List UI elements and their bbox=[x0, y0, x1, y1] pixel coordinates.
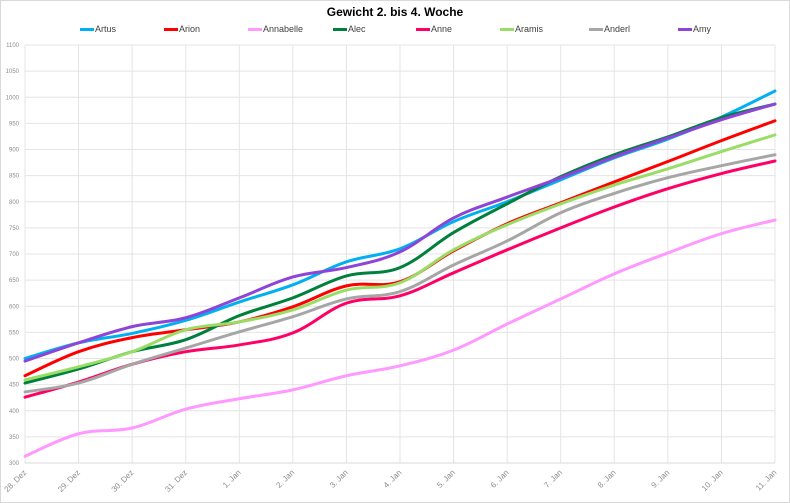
legend-item-anne: Anne bbox=[416, 24, 452, 34]
legend-item-alec: Alec bbox=[333, 24, 366, 34]
series-lines bbox=[23, 89, 777, 458]
x-tick-label: 30. Dez bbox=[110, 468, 136, 494]
legend-label: Annabelle bbox=[263, 24, 304, 34]
legend-item-artus: Artus bbox=[80, 24, 116, 34]
y-tick-label: 900 bbox=[9, 148, 20, 154]
x-tick-label: 28. Dez bbox=[3, 468, 29, 494]
series-line-anderl bbox=[23, 153, 777, 394]
legend-swatch-icon bbox=[589, 27, 603, 31]
series-line-annabelle bbox=[23, 218, 777, 458]
legend-label: Amy bbox=[693, 24, 711, 34]
legend-item-annabelle: Annabelle bbox=[248, 24, 303, 34]
y-tick-label: 1050 bbox=[6, 69, 20, 75]
x-tick-label: 11. Jan bbox=[754, 468, 779, 493]
legend-swatch-icon bbox=[416, 27, 430, 31]
legend-item-amy: Amy bbox=[678, 24, 711, 34]
series-line-aramis bbox=[23, 133, 777, 382]
series-line-amy bbox=[23, 102, 777, 363]
x-tick-label: 4. Jan bbox=[382, 468, 404, 490]
legend-item-aramis: Aramis bbox=[500, 24, 543, 34]
y-tick-label: 500 bbox=[9, 357, 20, 363]
chart-title: Gewicht 2. bis 4. Woche bbox=[326, 5, 464, 19]
x-tick-label: 29. Dez bbox=[56, 468, 82, 494]
legend-label: Artus bbox=[95, 24, 117, 34]
x-tick-label: 9. Jan bbox=[649, 468, 671, 490]
y-tick-label: 300 bbox=[9, 461, 20, 467]
y-tick-label: 450 bbox=[9, 383, 20, 389]
x-tick-label: 10. Jan bbox=[700, 468, 725, 493]
legend-item-arion: Arion bbox=[164, 24, 200, 34]
gridlines bbox=[24, 44, 776, 464]
y-tick-label: 950 bbox=[9, 121, 20, 127]
legend-swatch-icon bbox=[164, 27, 178, 31]
x-axis: 28. Dez 29. Dez 30. Dez 31. Dez 1. Jan 2. Jan… bbox=[3, 468, 779, 494]
x-tick-label: 1. Jan bbox=[221, 468, 243, 490]
y-tick-label: 850 bbox=[9, 174, 20, 180]
legend-swatch-icon bbox=[80, 27, 94, 31]
x-tick-label: 31. Dez bbox=[163, 468, 189, 494]
legend-label: Anderl bbox=[604, 24, 631, 34]
legend-label: Alec bbox=[348, 24, 366, 34]
legend-label: Aramis bbox=[515, 24, 544, 34]
legend-swatch-icon bbox=[333, 27, 347, 31]
legend-label: Arion bbox=[179, 24, 201, 34]
legend-label: Anne bbox=[431, 24, 453, 34]
legend-swatch-icon bbox=[678, 27, 692, 31]
y-tick-label: 650 bbox=[9, 278, 20, 284]
legend-swatch-icon bbox=[248, 27, 262, 31]
y-tick-label: 800 bbox=[9, 200, 20, 206]
chart-legend: Artus Arion Annabelle Alec Anne Aramis Anderl A… bbox=[0, 24, 790, 38]
legend-item-anderl: Anderl bbox=[589, 24, 630, 34]
x-tick-label: 2. Jan bbox=[274, 468, 296, 490]
x-tick-label: 5. Jan bbox=[435, 468, 457, 490]
x-tick-label: 6. Jan bbox=[489, 468, 511, 490]
y-tick-label: 750 bbox=[9, 226, 20, 232]
legend-swatch-icon bbox=[500, 27, 514, 31]
x-tick-label: 3. Jan bbox=[328, 468, 350, 490]
y-tick-label: 400 bbox=[9, 409, 20, 415]
y-tick-label: 1000 bbox=[6, 95, 20, 101]
y-tick-label: 1100 bbox=[6, 43, 20, 49]
x-tick-label: 8. Jan bbox=[596, 468, 618, 490]
y-tick-label: 550 bbox=[9, 330, 20, 336]
x-tick-label: 7. Jan bbox=[542, 468, 564, 490]
y-tick-label: 600 bbox=[9, 304, 20, 310]
y-tick-label: 700 bbox=[9, 252, 20, 258]
y-tick-label: 350 bbox=[9, 435, 20, 441]
y-axis: 300 350 400 450 500 550 600 650 700 750 800 850 900 9… bbox=[6, 43, 20, 467]
